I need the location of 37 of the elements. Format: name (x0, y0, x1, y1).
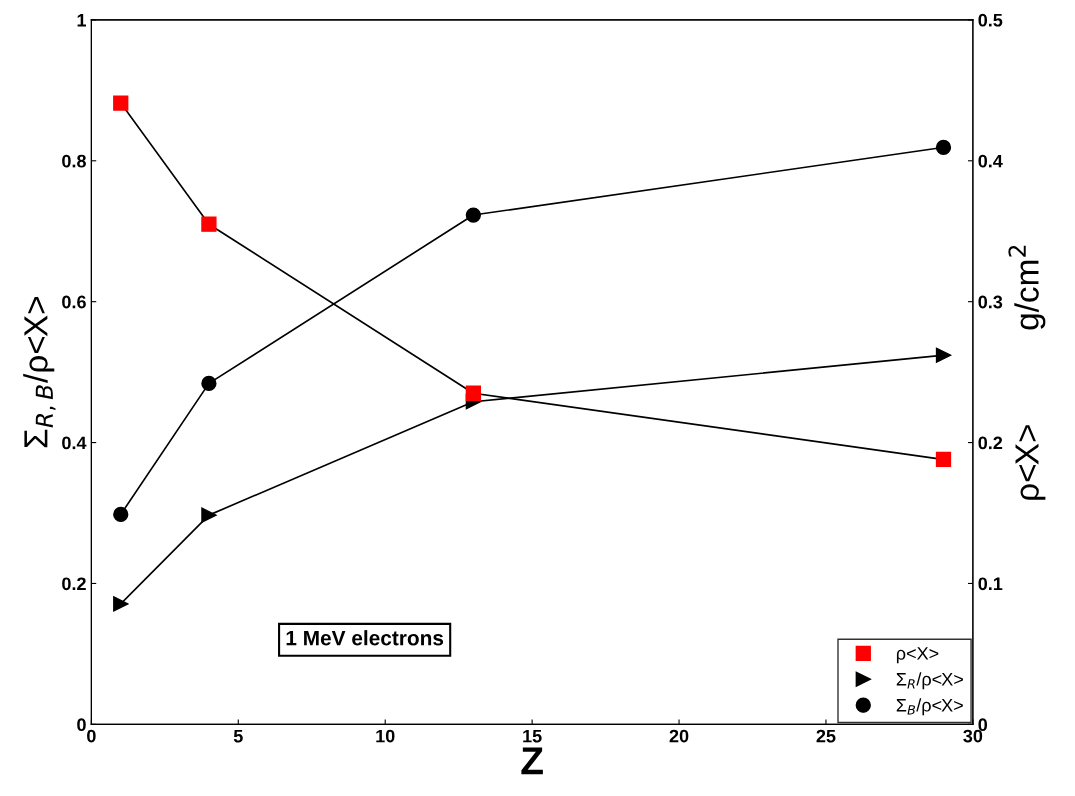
y2-tick-label: 0.2 (978, 436, 1003, 450)
y-tick-label: 0.6 (62, 295, 86, 309)
x-tick-label: 5 (233, 729, 243, 743)
x-tick-label: 0 (87, 729, 96, 743)
x-axis-title: Z (521, 747, 543, 775)
point (465, 207, 481, 223)
x-tick-label: 25 (816, 729, 836, 743)
point (201, 216, 217, 232)
y2-tick-label: 0.5 (978, 13, 1003, 27)
x-tick-label: 20 (669, 729, 689, 743)
point (935, 347, 952, 363)
y2-tick-label: 0.4 (978, 154, 1003, 168)
legend-label: ρ<X> (896, 647, 939, 664)
y-tick-label: 0 (77, 718, 86, 732)
legend-label: Σ$_{B}$/ρ<X> (896, 698, 963, 716)
y2-tick-label: 0.1 (978, 577, 1003, 591)
legend-label: Σ$_{R}$/ρ<X> (896, 672, 963, 690)
y2-axis-title: ρ<X> g/cm$^{2}$ (1008, 245, 1046, 500)
point (935, 139, 952, 156)
x-tick-label: 10 (376, 729, 395, 743)
y-tick-label: 0.4 (62, 436, 87, 450)
y-axis-title: Σ$_{R,B}$/ρ<X> (23, 297, 56, 448)
point (201, 507, 217, 523)
point (201, 375, 217, 392)
y-tick-label: 0.2 (62, 577, 86, 591)
y2-tick-label: 0 (978, 718, 988, 732)
x-tick-label: 30 (963, 729, 983, 743)
point (113, 95, 129, 111)
point (113, 506, 129, 523)
y-tick-label: 0.8 (62, 154, 86, 168)
point (935, 451, 952, 468)
y-tick-label: 1 (77, 14, 87, 27)
x-tick-label: 15 (523, 729, 542, 743)
annotation: 1 MeV electrons (286, 630, 444, 646)
point (113, 596, 129, 612)
y2-tick-label: 0.3 (978, 295, 1003, 309)
point (465, 385, 481, 401)
